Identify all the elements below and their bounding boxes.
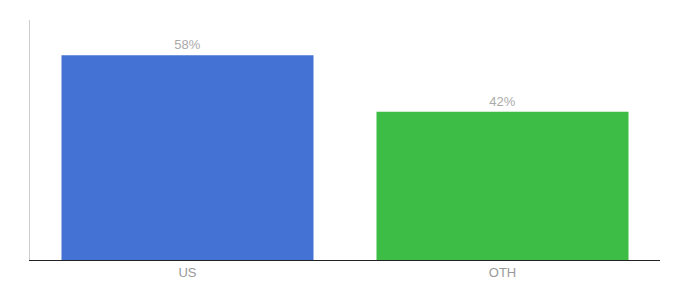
svg-text:58%: 58% [174, 37, 200, 52]
svg-text:US: US [178, 265, 196, 280]
svg-text:42%: 42% [489, 94, 515, 109]
svg-text:OTH: OTH [489, 265, 516, 280]
